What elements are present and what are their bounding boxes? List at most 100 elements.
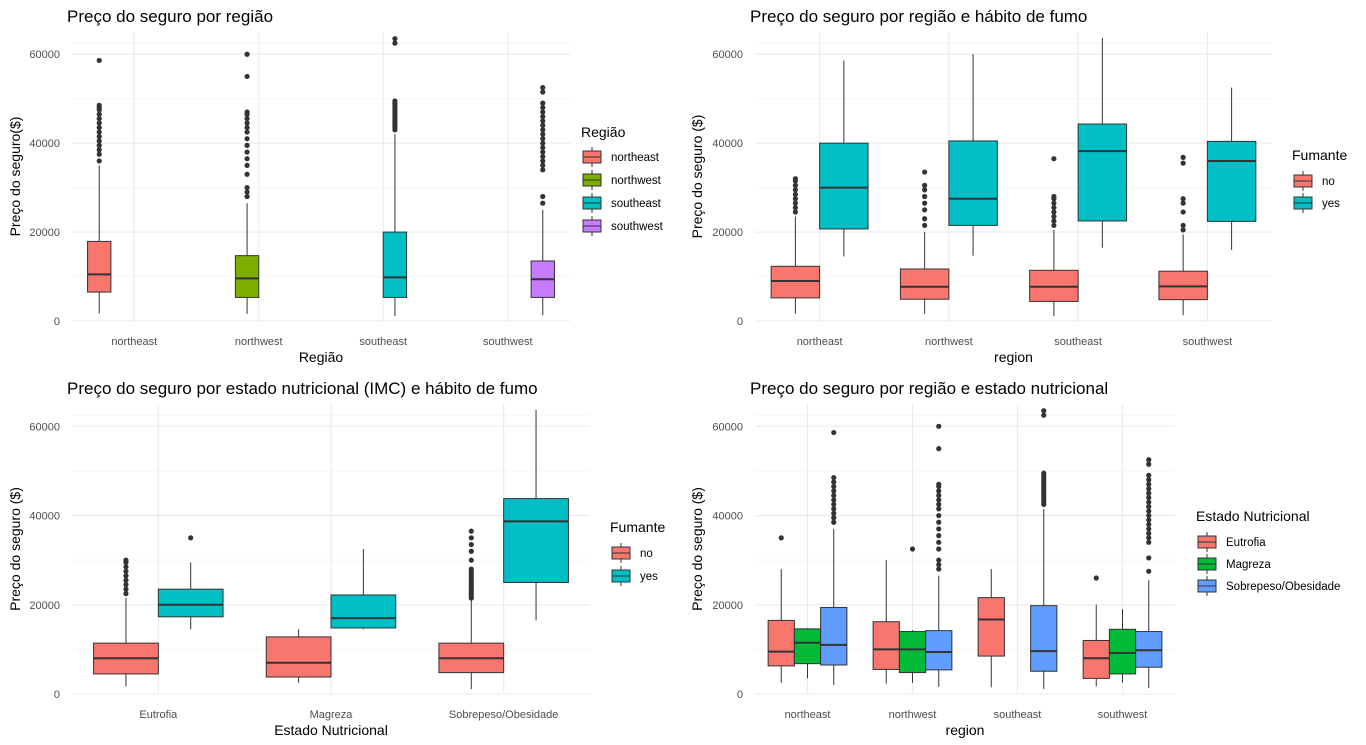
y-tick-label: 20000: [712, 600, 743, 612]
outlier-point: [244, 171, 250, 177]
outlier-point: [936, 488, 942, 494]
outlier-point: [936, 533, 942, 539]
outlier-point: [1180, 209, 1186, 215]
outlier-point: [922, 187, 928, 193]
outlier-point: [831, 429, 837, 436]
y-tick-label: 0: [737, 689, 743, 701]
outlier-point: [123, 564, 129, 570]
outlier-point: [1051, 193, 1057, 200]
outlier-point: [244, 124, 250, 131]
outlier-point: [96, 151, 102, 157]
outlier-point: [1146, 477, 1152, 483]
outlier-point: [188, 535, 194, 541]
outlier-point: [244, 149, 250, 155]
legend-title: Fumante: [1292, 147, 1347, 163]
x-axis-title: Região: [299, 349, 344, 365]
box-no-northeast: [770, 176, 821, 314]
outlier-point: [244, 162, 250, 168]
outlier-point: [936, 546, 942, 552]
outlier-point: [936, 497, 942, 503]
legend: Região northeast northwest southeast southwe…: [581, 124, 664, 236]
outlier-point: [244, 109, 250, 115]
outlier-point: [96, 124, 102, 131]
y-tick-label: 40000: [29, 138, 60, 150]
box-rect: [770, 265, 821, 299]
outlier-point: [922, 169, 928, 175]
chart-title: Preço do seguro por estado nutricional (…: [67, 379, 538, 398]
outlier-point: [244, 185, 250, 191]
outlier-point: [922, 193, 928, 200]
outlier-point: [540, 136, 546, 142]
box-rect: [793, 628, 822, 665]
outlier-point: [540, 153, 546, 160]
outlier-point: [922, 216, 928, 222]
outlier-point: [936, 562, 942, 568]
outlier-point: [792, 187, 798, 193]
outlier-point: [936, 446, 942, 452]
outlier-point: [540, 149, 546, 155]
legend-label-yes: yes: [1322, 198, 1340, 210]
outlier-point: [1180, 222, 1186, 229]
outlier-point: [96, 147, 102, 153]
y-axis-title: Preço do seguro($): [7, 117, 23, 237]
box-Eutrofia-southwest: [1082, 575, 1110, 687]
box-Eutrofia-northwest: [872, 560, 900, 684]
x-tick-label: southeast: [1054, 336, 1102, 348]
box-rect: [157, 588, 224, 618]
outlier-point: [1051, 218, 1057, 224]
outlier-point: [831, 483, 837, 490]
y-tick-label: 0: [737, 316, 743, 328]
box-rect: [1206, 140, 1257, 222]
outlier-point: [792, 200, 798, 206]
outlier-point: [244, 73, 250, 80]
y-axis-title: Preço do seguro ($): [7, 487, 23, 611]
outlier-point: [936, 481, 942, 487]
box-rect: [1082, 639, 1110, 679]
outlier-point: [1041, 470, 1047, 476]
outlier-point: [792, 209, 798, 215]
box-rect: [1077, 123, 1128, 222]
x-tick-label: Sobrepeso/Obesidade: [449, 709, 558, 721]
legend-label-Magreza: Magreza: [1226, 559, 1271, 571]
box-yes-northwest: [948, 54, 998, 256]
x-tick-label: northwest: [889, 709, 937, 721]
box-Eutrofia-northeast: [767, 535, 795, 683]
box-no-southwest: [1158, 154, 1208, 316]
outlier-point: [540, 145, 546, 151]
outlier-point: [1041, 408, 1047, 414]
box-yes-Magreza: [330, 549, 397, 630]
box-yes-southeast: [1077, 37, 1128, 248]
outlier-point: [936, 519, 942, 525]
outlier-point: [540, 167, 546, 173]
y-axis-title: Preço do seguro ($): [689, 115, 705, 239]
x-tick-label: southwest: [483, 336, 533, 348]
outlier-point: [936, 512, 942, 519]
outlier-point: [468, 548, 474, 554]
outlier-point: [831, 479, 837, 485]
outlier-point: [1051, 200, 1057, 206]
x-tick-label: Magreza: [310, 709, 354, 721]
box-rect: [819, 142, 869, 230]
legend-label-northeast: northeast: [611, 152, 660, 164]
outlier-point: [922, 222, 928, 229]
outlier-point: [123, 557, 129, 563]
outlier-point: [540, 100, 546, 106]
y-tick-label: 0: [54, 689, 60, 701]
chart-title: Preço do seguro por região e estado nutr…: [750, 379, 1108, 398]
box-rect: [382, 231, 408, 298]
box-southeast-southeast: [382, 36, 408, 317]
outlier-point: [1093, 575, 1099, 581]
x-axis-title: region: [994, 349, 1033, 365]
outlier-point: [1146, 517, 1152, 523]
outlier-point: [1180, 160, 1186, 166]
outlier-point: [540, 122, 546, 128]
chart-1: 0 20000 40000 60000 northeast northwest southe…: [7, 7, 664, 365]
outlier-point: [1180, 227, 1186, 233]
box-Magreza-southwest: [1108, 609, 1137, 683]
chart-4: 0 20000 40000 60000 northeast northwest southe…: [689, 379, 1340, 738]
outlier-point: [468, 557, 474, 563]
outlier-point: [936, 506, 942, 512]
legend-title: Fumante: [610, 519, 665, 535]
x-tick-label: southwest: [1183, 336, 1233, 348]
